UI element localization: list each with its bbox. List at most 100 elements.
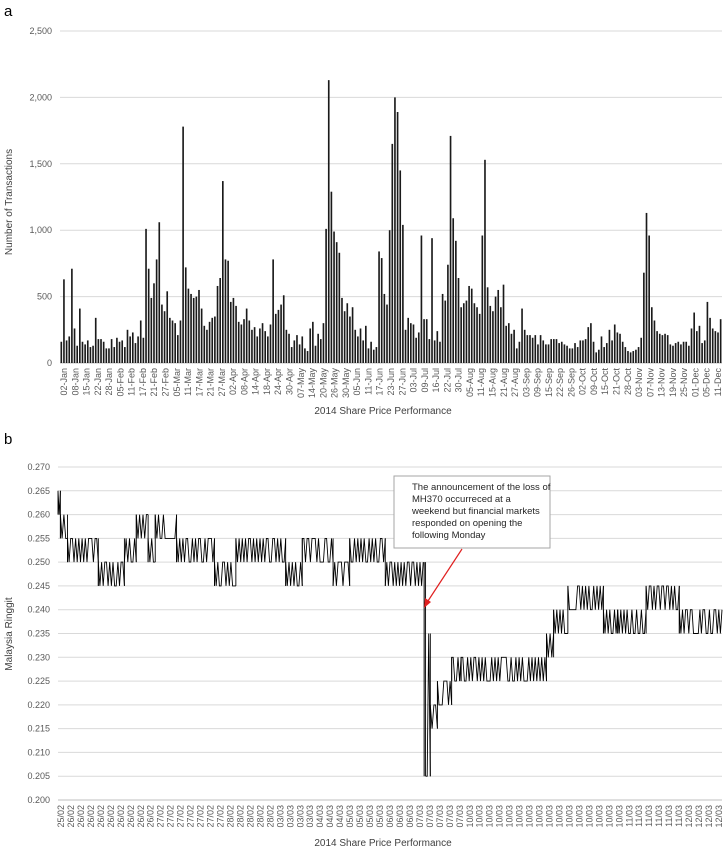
price-segment (553, 609, 568, 634)
bar (388, 230, 391, 363)
x-tick-label: 07/03 (435, 805, 445, 828)
bar (84, 344, 86, 363)
panel-a-x-ticks: 02-Jan 08-Jan 15-Jan 22-Jan 28-Jan 05-Feb 11-F… (59, 368, 723, 399)
x-tick-label: 14-May (307, 368, 317, 399)
x-tick-label: 03/03 (285, 805, 295, 828)
x-tick-label: 11-Jun (363, 368, 373, 395)
x-tick-label: 15-Oct (600, 368, 610, 396)
bar (555, 339, 558, 363)
bar (706, 301, 709, 363)
bar (653, 320, 656, 363)
bar (650, 307, 653, 363)
x-tick-label: 03-Nov (634, 368, 644, 398)
bar (643, 272, 645, 363)
y-tick-label: 500 (37, 292, 52, 302)
bar (711, 328, 714, 363)
bar (539, 335, 542, 363)
bar (473, 303, 476, 363)
bar (420, 235, 423, 363)
bar (222, 181, 224, 363)
bar (272, 259, 274, 363)
price-segment (123, 538, 137, 563)
bar (155, 259, 158, 363)
bar (169, 317, 171, 363)
bar (261, 323, 264, 363)
bar (412, 324, 415, 363)
bar (219, 278, 221, 363)
x-tick-label: 26-May (330, 368, 340, 399)
x-tick-label: 11/03 (664, 805, 674, 827)
bar (455, 240, 457, 363)
bar (357, 336, 359, 363)
x-tick-label: 19-Nov (668, 368, 678, 398)
x-tick-label: 27/02 (166, 805, 176, 828)
x-tick-label: 05/03 (365, 805, 375, 828)
x-tick-label: 04/03 (325, 805, 335, 828)
bar (523, 329, 526, 363)
bar (500, 307, 502, 363)
panel-b-x-ticks: 25/02 26/02 26/02 26/02 26/02 26/02 26/02 26/02… (56, 805, 724, 828)
bar (116, 337, 118, 363)
bar (211, 317, 214, 363)
bar (447, 264, 449, 363)
bar (129, 336, 131, 363)
bar (274, 313, 277, 363)
x-tick-label: 02-Jan (59, 368, 69, 396)
x-tick-label: 27/02 (186, 805, 196, 828)
x-tick-label: 05-Dec (702, 368, 712, 398)
price-segment (301, 537, 334, 563)
bar (613, 324, 616, 363)
bar (208, 321, 211, 363)
price-segment (384, 561, 424, 586)
bar (68, 336, 71, 363)
bar (229, 301, 232, 363)
bar (640, 337, 643, 363)
bar (309, 328, 312, 363)
bar (206, 329, 208, 363)
x-tick-label: 10/03 (614, 805, 624, 828)
x-tick-label: 17-Mar (194, 368, 204, 397)
bar (126, 329, 129, 363)
bar (486, 287, 489, 363)
bar (558, 343, 560, 363)
x-tick-label: 10/03 (495, 805, 505, 828)
x-tick-label: 06/03 (395, 805, 405, 828)
x-tick-label: 27-Aug (510, 368, 520, 397)
x-tick-label: 11-Feb (127, 368, 137, 396)
bar (690, 328, 693, 363)
bar (121, 340, 124, 363)
y-tick-label: 0.245 (27, 581, 50, 591)
bar (648, 235, 650, 363)
x-tick-label: 07/03 (455, 805, 465, 828)
y-tick-label: 0.225 (27, 676, 50, 686)
price-segment (617, 609, 647, 634)
bar (298, 344, 301, 363)
x-tick-label: 28/02 (265, 805, 275, 828)
annotation-arrow-head (424, 598, 431, 608)
bar (227, 260, 229, 363)
x-tick-label: 26/02 (106, 805, 116, 828)
bar (693, 312, 695, 363)
bar (118, 341, 121, 363)
bar (253, 327, 256, 363)
price-segment (176, 537, 215, 563)
x-tick-label: 22-Sep (555, 368, 565, 397)
price-segment (460, 656, 547, 682)
x-tick-label: 16-Jul (431, 368, 441, 393)
bar (150, 297, 153, 363)
bar (402, 224, 404, 363)
bar (346, 303, 349, 363)
x-tick-label: 07/03 (425, 805, 435, 828)
x-tick-label: 09-Sep (533, 368, 543, 397)
bar (380, 258, 383, 363)
bar (232, 297, 235, 363)
bar (92, 345, 94, 363)
y-tick-label: 0.260 (27, 510, 50, 520)
x-tick-label: 05-Aug (465, 368, 475, 397)
price-segment (147, 538, 156, 563)
bar (386, 304, 388, 363)
bar (656, 331, 658, 363)
bar (264, 331, 267, 363)
y-tick-label: 0.230 (27, 652, 50, 662)
bar (137, 336, 139, 363)
